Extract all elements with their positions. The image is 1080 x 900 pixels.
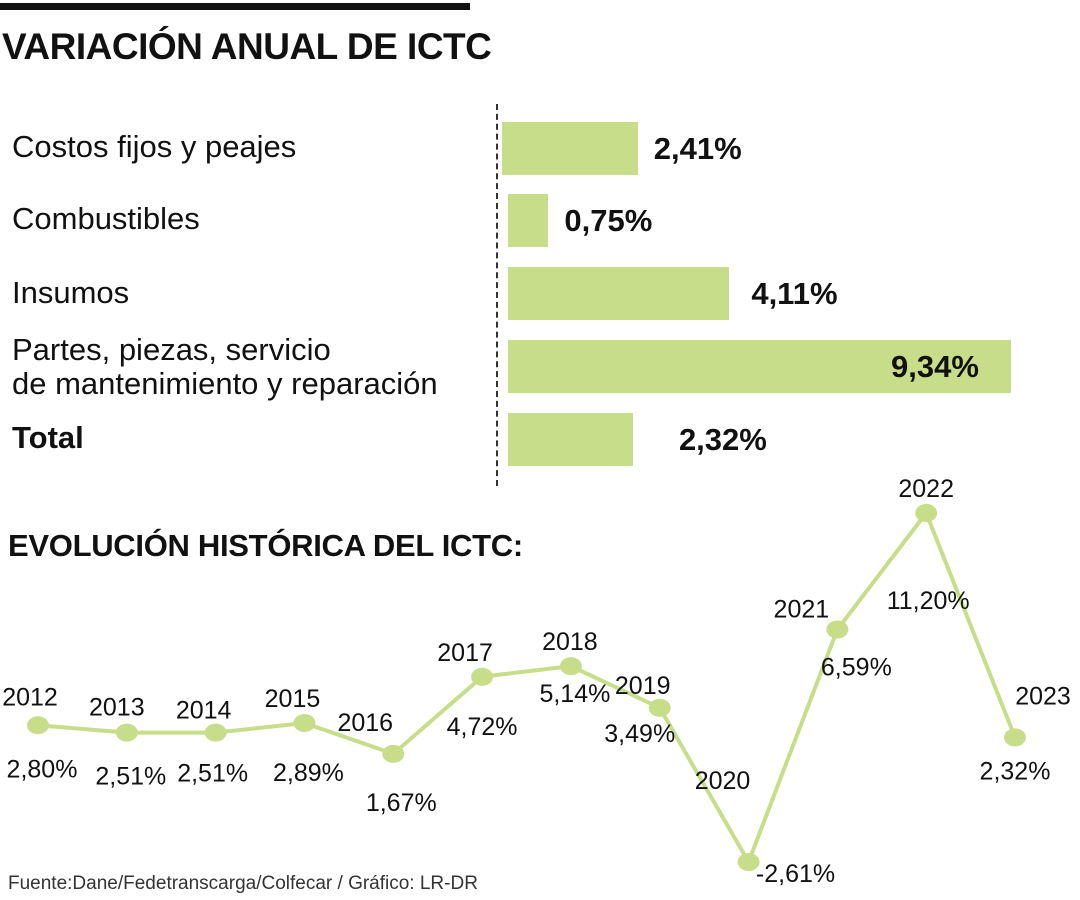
category-label-line: Partes, piezas, servicio — [12, 332, 331, 367]
category-label-line: Costos fijos y peajes — [12, 129, 297, 164]
line-segment — [480, 664, 573, 679]
top-rule — [0, 3, 470, 10]
year-label-2012: 2012 — [2, 683, 58, 711]
year-label-2013: 2013 — [89, 694, 145, 722]
category-label-3: Insumos — [12, 276, 129, 310]
value-label-2016: 1,67% — [366, 789, 437, 817]
data-point-2022 — [915, 504, 938, 522]
line-segment — [391, 674, 485, 756]
bar-axis-line — [496, 104, 498, 486]
bar-3 — [508, 267, 730, 320]
category-label-4: Partes, piezas, servicio de mantenimiento… — [12, 333, 438, 401]
bar-value-label-1: 2,41% — [653, 131, 742, 166]
bar-2 — [508, 194, 549, 247]
category-label-1: Costos fijos y peajes — [12, 130, 296, 164]
line-segment — [213, 721, 307, 735]
year-label-2016: 2016 — [337, 709, 393, 737]
data-point-2023 — [1004, 728, 1026, 747]
value-label-2019: 3,49% — [604, 720, 675, 748]
value-label-2022: 11,20% — [887, 587, 970, 615]
value-label-2020: -2,61% — [756, 860, 835, 888]
year-label-2015: 2015 — [265, 685, 321, 713]
line-segment — [924, 511, 1017, 740]
year-label-2017: 2017 — [437, 639, 493, 667]
data-point-2020 — [737, 853, 760, 871]
bar-4 — [508, 340, 1011, 393]
value-label-2012: 2,80% — [7, 755, 78, 783]
chart-title: VARIACIÓN ANUAL DE ICTC — [2, 26, 492, 67]
value-label-2015: 2,89% — [273, 759, 344, 787]
data-point-2016 — [382, 744, 405, 763]
data-point-2014 — [204, 723, 227, 742]
bar-value-label-2: 0,75% — [564, 203, 653, 238]
data-point-2017 — [471, 667, 494, 686]
data-point-2018 — [559, 657, 582, 676]
bar-value-label-5: 2,32% — [678, 422, 767, 457]
category-label-line: Combustibles — [12, 201, 200, 236]
year-label-2020: 2020 — [695, 767, 751, 795]
category-label-5: Total — [12, 421, 84, 455]
bar-1 — [502, 122, 638, 175]
value-label-2017: 4,72% — [447, 713, 518, 741]
line-segment — [657, 705, 751, 864]
value-label-2018: 5,14% — [539, 680, 610, 708]
data-point-2012 — [27, 716, 49, 735]
value-label-2023: 2,32% — [980, 757, 1051, 785]
year-label-2018: 2018 — [542, 628, 598, 656]
year-label-2023: 2023 — [1015, 682, 1071, 710]
data-point-2021 — [826, 620, 849, 639]
category-label-line: Insumos — [12, 275, 130, 310]
line-segment — [746, 627, 840, 864]
value-label-2021: 6,59% — [821, 654, 892, 682]
data-point-2019 — [648, 698, 671, 717]
line-segment — [835, 511, 929, 632]
bar-value-label-4: 9,34% — [891, 349, 979, 384]
category-label-2: Combustibles — [12, 202, 200, 236]
year-label-2019: 2019 — [615, 672, 671, 700]
year-label-2014: 2014 — [176, 697, 232, 725]
data-point-2015 — [293, 714, 316, 733]
bar-value-label-3: 4,11% — [751, 276, 838, 311]
data-point-2013 — [115, 723, 138, 742]
category-label-line: de mantenimiento y reparación — [12, 366, 438, 401]
bar-5 — [508, 413, 633, 466]
line-segment — [302, 721, 396, 756]
year-label-2021: 2021 — [774, 596, 830, 624]
line-segment — [568, 664, 662, 710]
source-credit: Fuente:Dane/Fedetranscarga/Colfecar / Gr… — [8, 873, 478, 894]
year-label-2022: 2022 — [898, 475, 954, 503]
line-segment — [36, 723, 129, 735]
line-chart-title: EVOLUCIÓN HISTÓRICA DEL ICTC: — [8, 528, 523, 563]
value-label-2013: 2,51% — [95, 763, 166, 791]
value-label-2014: 2,51% — [177, 760, 248, 788]
category-label-line: Total — [12, 420, 84, 455]
